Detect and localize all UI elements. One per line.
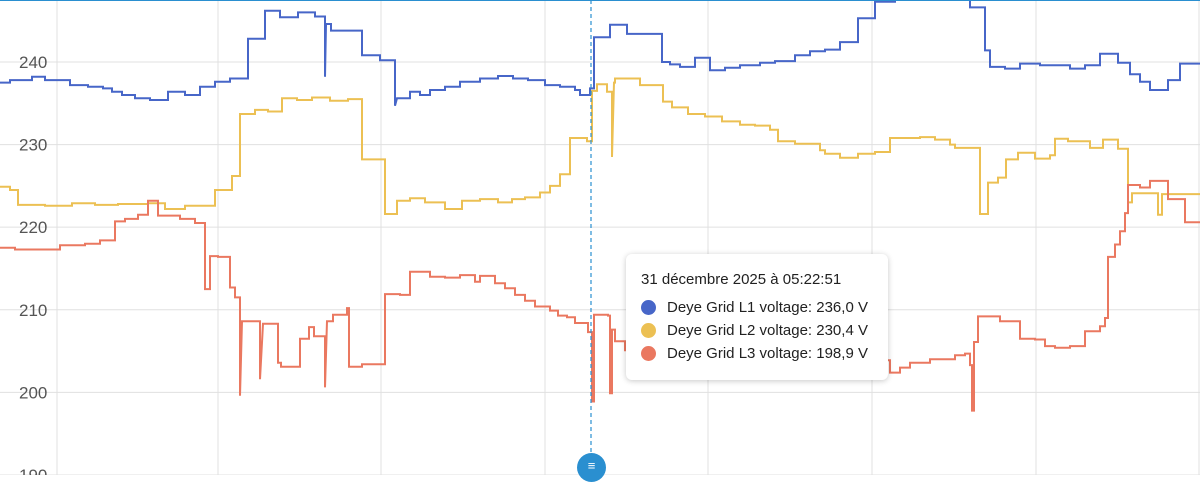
legend-dot-icon bbox=[641, 345, 656, 361]
tooltip-row-label: Deye Grid L2 voltage: 230,4 V bbox=[667, 321, 868, 339]
y-tick-label: 240 bbox=[19, 53, 47, 72]
y-tick-label: 190 bbox=[19, 466, 47, 475]
drag-handle-icon[interactable]: ≡ bbox=[577, 453, 606, 482]
tooltip-row-label: Deye Grid L3 voltage: 198,9 V bbox=[667, 344, 868, 362]
y-tick-label: 210 bbox=[19, 301, 47, 320]
legend-dot-icon bbox=[641, 299, 656, 315]
y-tick-label: 230 bbox=[19, 136, 47, 155]
tooltip: 31 décembre 2025 à 05:22:51 Deye Grid L1… bbox=[626, 254, 888, 380]
series-line-l3[interactable] bbox=[0, 179, 1200, 412]
y-axis: 190 200 210 220 230 240 bbox=[19, 53, 47, 475]
series-lines[interactable] bbox=[0, 0, 1200, 412]
legend-dot-icon bbox=[641, 322, 656, 338]
tooltip-timestamp: 31 décembre 2025 à 05:22:51 bbox=[641, 271, 842, 288]
tooltip-row-label: Deye Grid L1 voltage: 236,0 V bbox=[667, 298, 868, 316]
tooltip-row-l2: Deye Grid L2 voltage: 230,4 V bbox=[641, 319, 888, 341]
tooltip-row-l3: Deye Grid L3 voltage: 198,9 V bbox=[641, 342, 888, 364]
y-tick-label: 200 bbox=[19, 383, 47, 402]
tooltip-row-l1: Deye Grid L1 voltage: 236,0 V bbox=[641, 296, 888, 318]
y-tick-label: 220 bbox=[19, 218, 47, 237]
series-line-l1[interactable] bbox=[0, 0, 1200, 106]
series-line-l2[interactable] bbox=[0, 77, 1200, 216]
